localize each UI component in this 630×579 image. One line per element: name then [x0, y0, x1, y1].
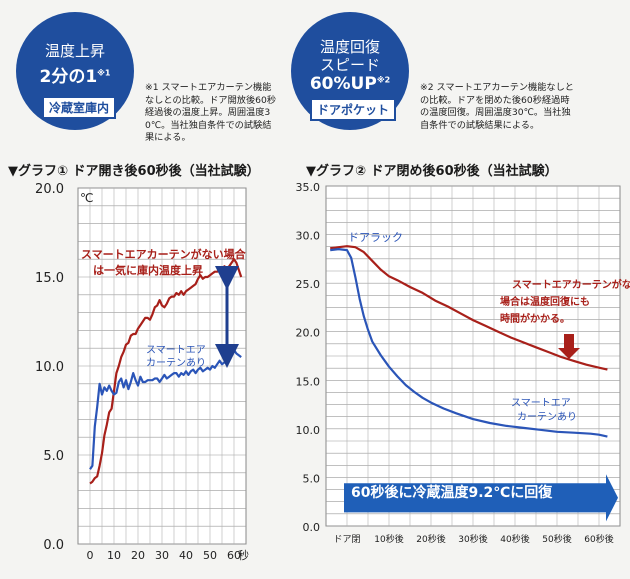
- chart-1-annotation-blue-2: カーテンあり: [146, 357, 206, 369]
- chart-2-ytick-label: 30.0: [296, 230, 321, 243]
- chart-2-ytick-label: 25.0: [296, 278, 321, 291]
- badge-2-value: 60%UP: [309, 74, 377, 94]
- chart-1-xtick-label: 20: [131, 549, 145, 562]
- chart-1-xunit: 秒: [238, 548, 249, 562]
- chart-2-series-with-air-curtain: [330, 248, 608, 438]
- chart-2-ytick-label: 15.0: [296, 375, 321, 388]
- chart-1-ytick-label: 0.0: [43, 538, 64, 553]
- chart-2-ytick-label: 0.0: [303, 521, 321, 534]
- badge-1-value: 2分の1: [39, 67, 98, 87]
- chart-1-title: ▼グラフ① ドア開き後60秒後（当社試験）: [8, 164, 260, 179]
- chart-2-annotation-red-1: スマートエアカーテンがない: [512, 278, 630, 291]
- badge-1-mark: ※1: [97, 68, 111, 78]
- chart-2-red-down-arrow: [558, 334, 580, 359]
- chart-2-ytick-label: 10.0: [296, 424, 321, 437]
- chart-2-annotation-blue-2: カーテンあり: [517, 411, 577, 423]
- chart-1-ylabel: ℃: [80, 191, 93, 205]
- chart-2-ytick-label: 35.0: [296, 181, 321, 194]
- badge-2-title-1: 温度回復: [319, 38, 380, 56]
- chart-2-ytick-label: 5.0: [303, 472, 321, 485]
- chart-1-annotation-red-1: スマートエアカーテンがない場合: [81, 247, 247, 261]
- chart-2-annotation-door-rack: ドアラック: [348, 231, 403, 244]
- chart-1-xtick-label: 50: [203, 549, 217, 562]
- chart-1-xtick-label: 40: [179, 549, 193, 562]
- badge-2-tag: ドアポケット: [310, 98, 397, 121]
- chart-2-xtick-label: 50秒後: [542, 533, 571, 545]
- chart-2-annotation-red-3: 時間がかかる。: [500, 312, 570, 325]
- chart-2-xtick-label: 30秒後: [458, 533, 487, 545]
- chart-2-ytick-label: 20.0: [296, 327, 321, 340]
- chart-1-xtick-label: 10: [107, 549, 121, 562]
- chart-1-ytick-label: 10.0: [35, 360, 64, 375]
- badge-2-mark: ※2: [376, 75, 391, 85]
- chart-2-xtick-label: 40秒後: [500, 533, 529, 545]
- chart-2-xtick-label: 60秒後: [584, 533, 613, 545]
- badge-2-title-2: スピード: [319, 56, 380, 74]
- chart-1-ytick-label: 20.0: [35, 182, 64, 197]
- chart-2-xtick-label: 10秒後: [374, 533, 403, 545]
- chart-1-ytick-label: 5.0: [43, 449, 64, 464]
- chart-2-annotation-red-2: 場合は温度回復にも: [500, 295, 590, 308]
- footnote-2: ※2 スマートエアカーテン機能なしと の比較。ドアを閉めた後60秒経過時 の温度…: [420, 82, 574, 131]
- chart-2-xtick-label: 20秒後: [416, 533, 445, 545]
- chart-1-xtick-label: 30: [155, 549, 169, 562]
- badge-1-tag: 冷蔵室庫内: [42, 96, 117, 119]
- chart-2-recovery-banner-text: 60秒後に冷蔵温度9.2℃に回復: [351, 484, 553, 501]
- chart-2-xtick-label: ドア閉: [333, 534, 360, 545]
- chart-1-xtick-label: 0: [87, 549, 94, 562]
- chart-2-recovery-banner-arrow: [344, 474, 618, 522]
- badge-1-value-line: 2分の1※1: [16, 62, 134, 87]
- chart-2-series-without-air-curtain: [330, 245, 608, 371]
- chart-1-annotation-blue-1: スマートエア: [146, 345, 206, 356]
- badge-2-value-line: 60%UP※2: [291, 74, 409, 94]
- chart-2-annotation-blue-1: スマートエア: [511, 398, 571, 409]
- badge-1-title: 温度上昇: [44, 42, 105, 60]
- footnote-1: ※1 スマートエアカーテン機能 なしとの比較。ドア開放後60秒 経過後の温度上昇…: [145, 82, 277, 143]
- chart-1-annotation-red-2: は一気に庫内温度上昇: [93, 263, 203, 277]
- chart-1-xtick-label: 60: [227, 549, 241, 562]
- chart-2-title: ▼グラフ② ドア閉め後60秒後（当社試験）: [306, 164, 558, 179]
- chart-1-ytick-label: 15.0: [35, 271, 64, 286]
